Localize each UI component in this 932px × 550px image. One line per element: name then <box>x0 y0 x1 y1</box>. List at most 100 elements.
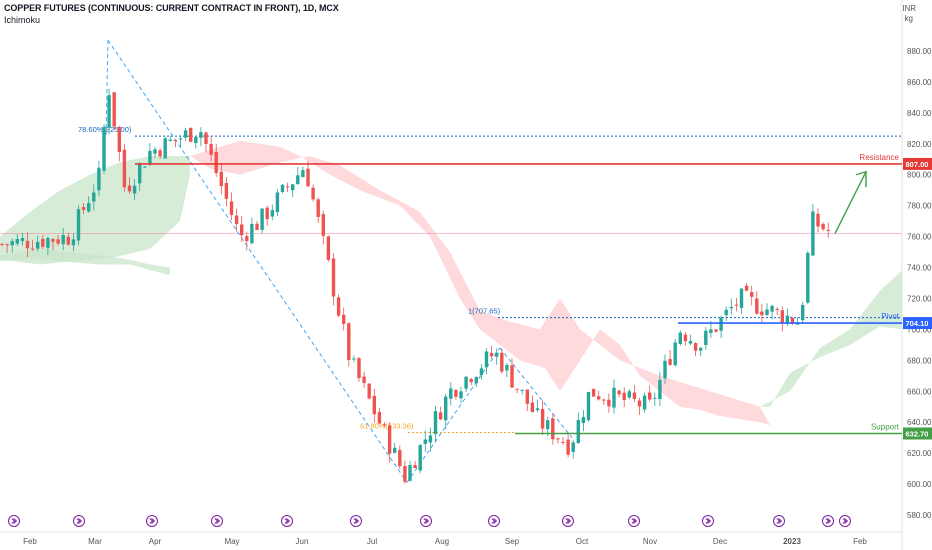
candle-body <box>393 447 397 453</box>
candle-body <box>229 201 234 215</box>
candle-body <box>280 184 285 193</box>
candle-body <box>214 151 218 174</box>
candle-body <box>5 244 9 246</box>
candle-body <box>102 127 106 171</box>
price-tag-label: 704.10 <box>906 319 929 328</box>
candle-body <box>311 187 315 200</box>
candle-body <box>30 248 35 250</box>
level-name-support: Support <box>871 422 900 431</box>
event-marker-icon[interactable] <box>702 515 714 527</box>
candle-body <box>510 365 514 388</box>
indicator-label[interactable]: Ichimoku <box>4 15 41 25</box>
candle-body <box>627 391 631 398</box>
level-name-resistance: Resistance <box>859 153 899 162</box>
event-marker-icon[interactable] <box>73 515 85 527</box>
candle-body <box>806 252 810 303</box>
y-tick-label: 800.00 <box>907 171 932 180</box>
y-tick-label: 780.00 <box>907 202 932 211</box>
y-tick-label: 600.00 <box>907 480 932 489</box>
candle-body <box>97 167 101 191</box>
candle-body <box>489 352 494 357</box>
candle-body <box>438 412 443 420</box>
candle-body <box>132 185 137 194</box>
candle-body <box>306 168 310 187</box>
candle-body <box>714 329 718 332</box>
candle-body <box>296 175 300 185</box>
candle-body <box>112 92 116 127</box>
candle-body <box>648 392 652 400</box>
candle-body <box>331 258 336 297</box>
candle-body <box>597 396 601 400</box>
candle-body <box>46 238 50 248</box>
candle-body <box>357 358 361 379</box>
candle-body <box>454 390 458 397</box>
candle-body <box>81 207 86 210</box>
event-marker-icon[interactable] <box>146 515 158 527</box>
candle-body <box>326 236 331 260</box>
candle-body <box>724 309 728 316</box>
y-tick-label: 860.00 <box>907 78 932 87</box>
event-marker-icon[interactable] <box>350 515 362 527</box>
candle-body <box>790 317 795 324</box>
event-marker-icon[interactable] <box>420 515 432 527</box>
candle-body <box>148 150 152 165</box>
fib-label: 1(707.65) <box>468 307 501 316</box>
event-marker-icon[interactable] <box>488 515 500 527</box>
candle-body <box>464 376 468 389</box>
candle-body <box>265 207 269 220</box>
swing-line <box>406 347 501 483</box>
candle-body <box>515 388 519 390</box>
candle-body <box>765 309 769 315</box>
candle-body <box>535 408 540 411</box>
candle-body <box>785 315 790 323</box>
event-marker-icon[interactable] <box>773 515 785 527</box>
event-marker-icon[interactable] <box>628 515 640 527</box>
candle-body <box>377 411 382 424</box>
candle-body <box>428 435 433 443</box>
event-marker-icon[interactable] <box>281 515 293 527</box>
candle-body <box>622 392 626 400</box>
candle-body <box>591 388 596 397</box>
candle-body <box>688 340 693 344</box>
unit-label: kg <box>904 14 913 23</box>
event-marker-icon[interactable] <box>211 515 223 527</box>
candle-body <box>413 465 417 469</box>
x-tick-label: May <box>224 537 239 546</box>
candle-body <box>709 329 713 333</box>
candle-body <box>617 390 621 395</box>
candle-body <box>540 408 545 429</box>
candle-body <box>632 392 637 399</box>
candle-body <box>704 330 708 345</box>
candle-body <box>484 351 489 368</box>
candle-body <box>408 465 412 481</box>
candle-body <box>92 192 96 202</box>
candle-body <box>500 352 504 372</box>
candle-body <box>760 311 764 316</box>
candle-body <box>530 402 535 412</box>
y-tick-label: 680.00 <box>907 356 932 365</box>
candle-body <box>51 238 55 242</box>
candle-body <box>581 417 586 424</box>
candle-body <box>673 342 677 366</box>
candle-body <box>801 304 805 321</box>
candle-body <box>551 418 555 440</box>
y-tick-label: 580.00 <box>907 511 932 520</box>
candle-body <box>66 236 70 245</box>
candle-body <box>163 138 167 159</box>
candle-body <box>387 425 392 454</box>
event-marker-icon[interactable] <box>562 515 574 527</box>
candle-body <box>194 137 198 144</box>
candle-body <box>566 439 570 455</box>
y-tick-label: 820.00 <box>907 140 932 149</box>
candle-body <box>719 317 723 331</box>
candle-body <box>219 171 223 187</box>
event-marker-icon[interactable] <box>8 515 20 527</box>
event-marker-icon[interactable] <box>839 515 851 527</box>
event-marker-icon[interactable] <box>822 515 834 527</box>
level-name-pivot: Pivot <box>881 312 900 321</box>
price-tag-label: 632.70 <box>906 429 929 438</box>
swing-line <box>105 40 109 137</box>
candle-body <box>56 239 60 244</box>
